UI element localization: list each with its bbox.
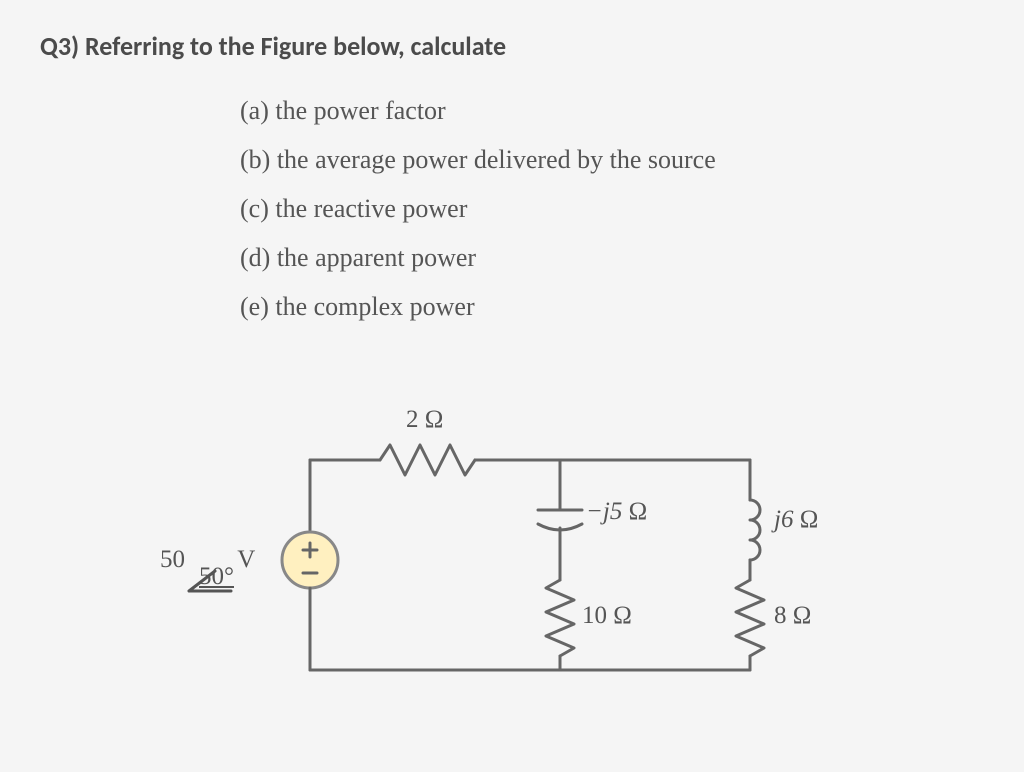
cap-value: −j5 <box>586 498 622 525</box>
part-b: (b) the average power delivered by the s… <box>240 139 984 182</box>
part-a-mark: (a) <box>240 96 269 125</box>
r-top-value: 2 <box>406 406 419 433</box>
part-d-mark: (d) <box>240 243 270 272</box>
part-a-text: the power factor <box>275 96 445 125</box>
cap-unit: Ω <box>629 498 648 525</box>
ind-label: j6 Ω <box>774 506 818 534</box>
r-mid-label: 10 Ω <box>582 602 632 630</box>
source-label: 50 50° V <box>160 546 255 574</box>
source-angle: 50° <box>199 563 234 591</box>
r-right-label: 8 Ω <box>774 602 811 630</box>
parts-list: (a) the power factor (b) the average pow… <box>240 90 984 328</box>
part-d-text: the apparent power <box>277 243 476 272</box>
source-unit: V <box>237 546 255 573</box>
part-c-text: the reactive power <box>275 194 467 223</box>
voltage-source-icon <box>282 532 338 588</box>
part-b-text: the average power delivered by the sourc… <box>277 145 716 174</box>
question-prompt: Referring to the Figure below, calculate <box>85 30 506 62</box>
part-e-mark: (e) <box>240 292 269 321</box>
r-top-label: 2 Ω <box>406 406 443 434</box>
r-mid-value: 10 <box>582 602 607 629</box>
circuit-svg <box>190 410 830 710</box>
question-line: Q3) Referring to the Figure below, calcu… <box>40 30 984 62</box>
circuit-diagram: 2 Ω −j5 Ω 10 Ω j6 Ω 8 Ω 50 50° V <box>190 410 830 710</box>
r-right-value: 8 <box>774 602 787 629</box>
part-e: (e) the complex power <box>240 286 984 329</box>
source-magnitude: 50 <box>160 546 185 573</box>
cap-label: −j5 Ω <box>586 498 647 526</box>
part-a: (a) the power factor <box>240 90 984 133</box>
ind-value: j6 <box>774 506 793 533</box>
part-d: (d) the apparent power <box>240 237 984 280</box>
r-mid-unit: Ω <box>613 602 632 629</box>
r-top-unit: Ω <box>425 406 444 433</box>
part-c-mark: (c) <box>240 194 269 223</box>
ind-unit: Ω <box>800 506 819 533</box>
part-b-mark: (b) <box>240 145 270 174</box>
part-e-text: the complex power <box>275 292 474 321</box>
question-label: Q3) <box>40 30 79 62</box>
r-right-unit: Ω <box>793 602 812 629</box>
part-c: (c) the reactive power <box>240 188 984 231</box>
